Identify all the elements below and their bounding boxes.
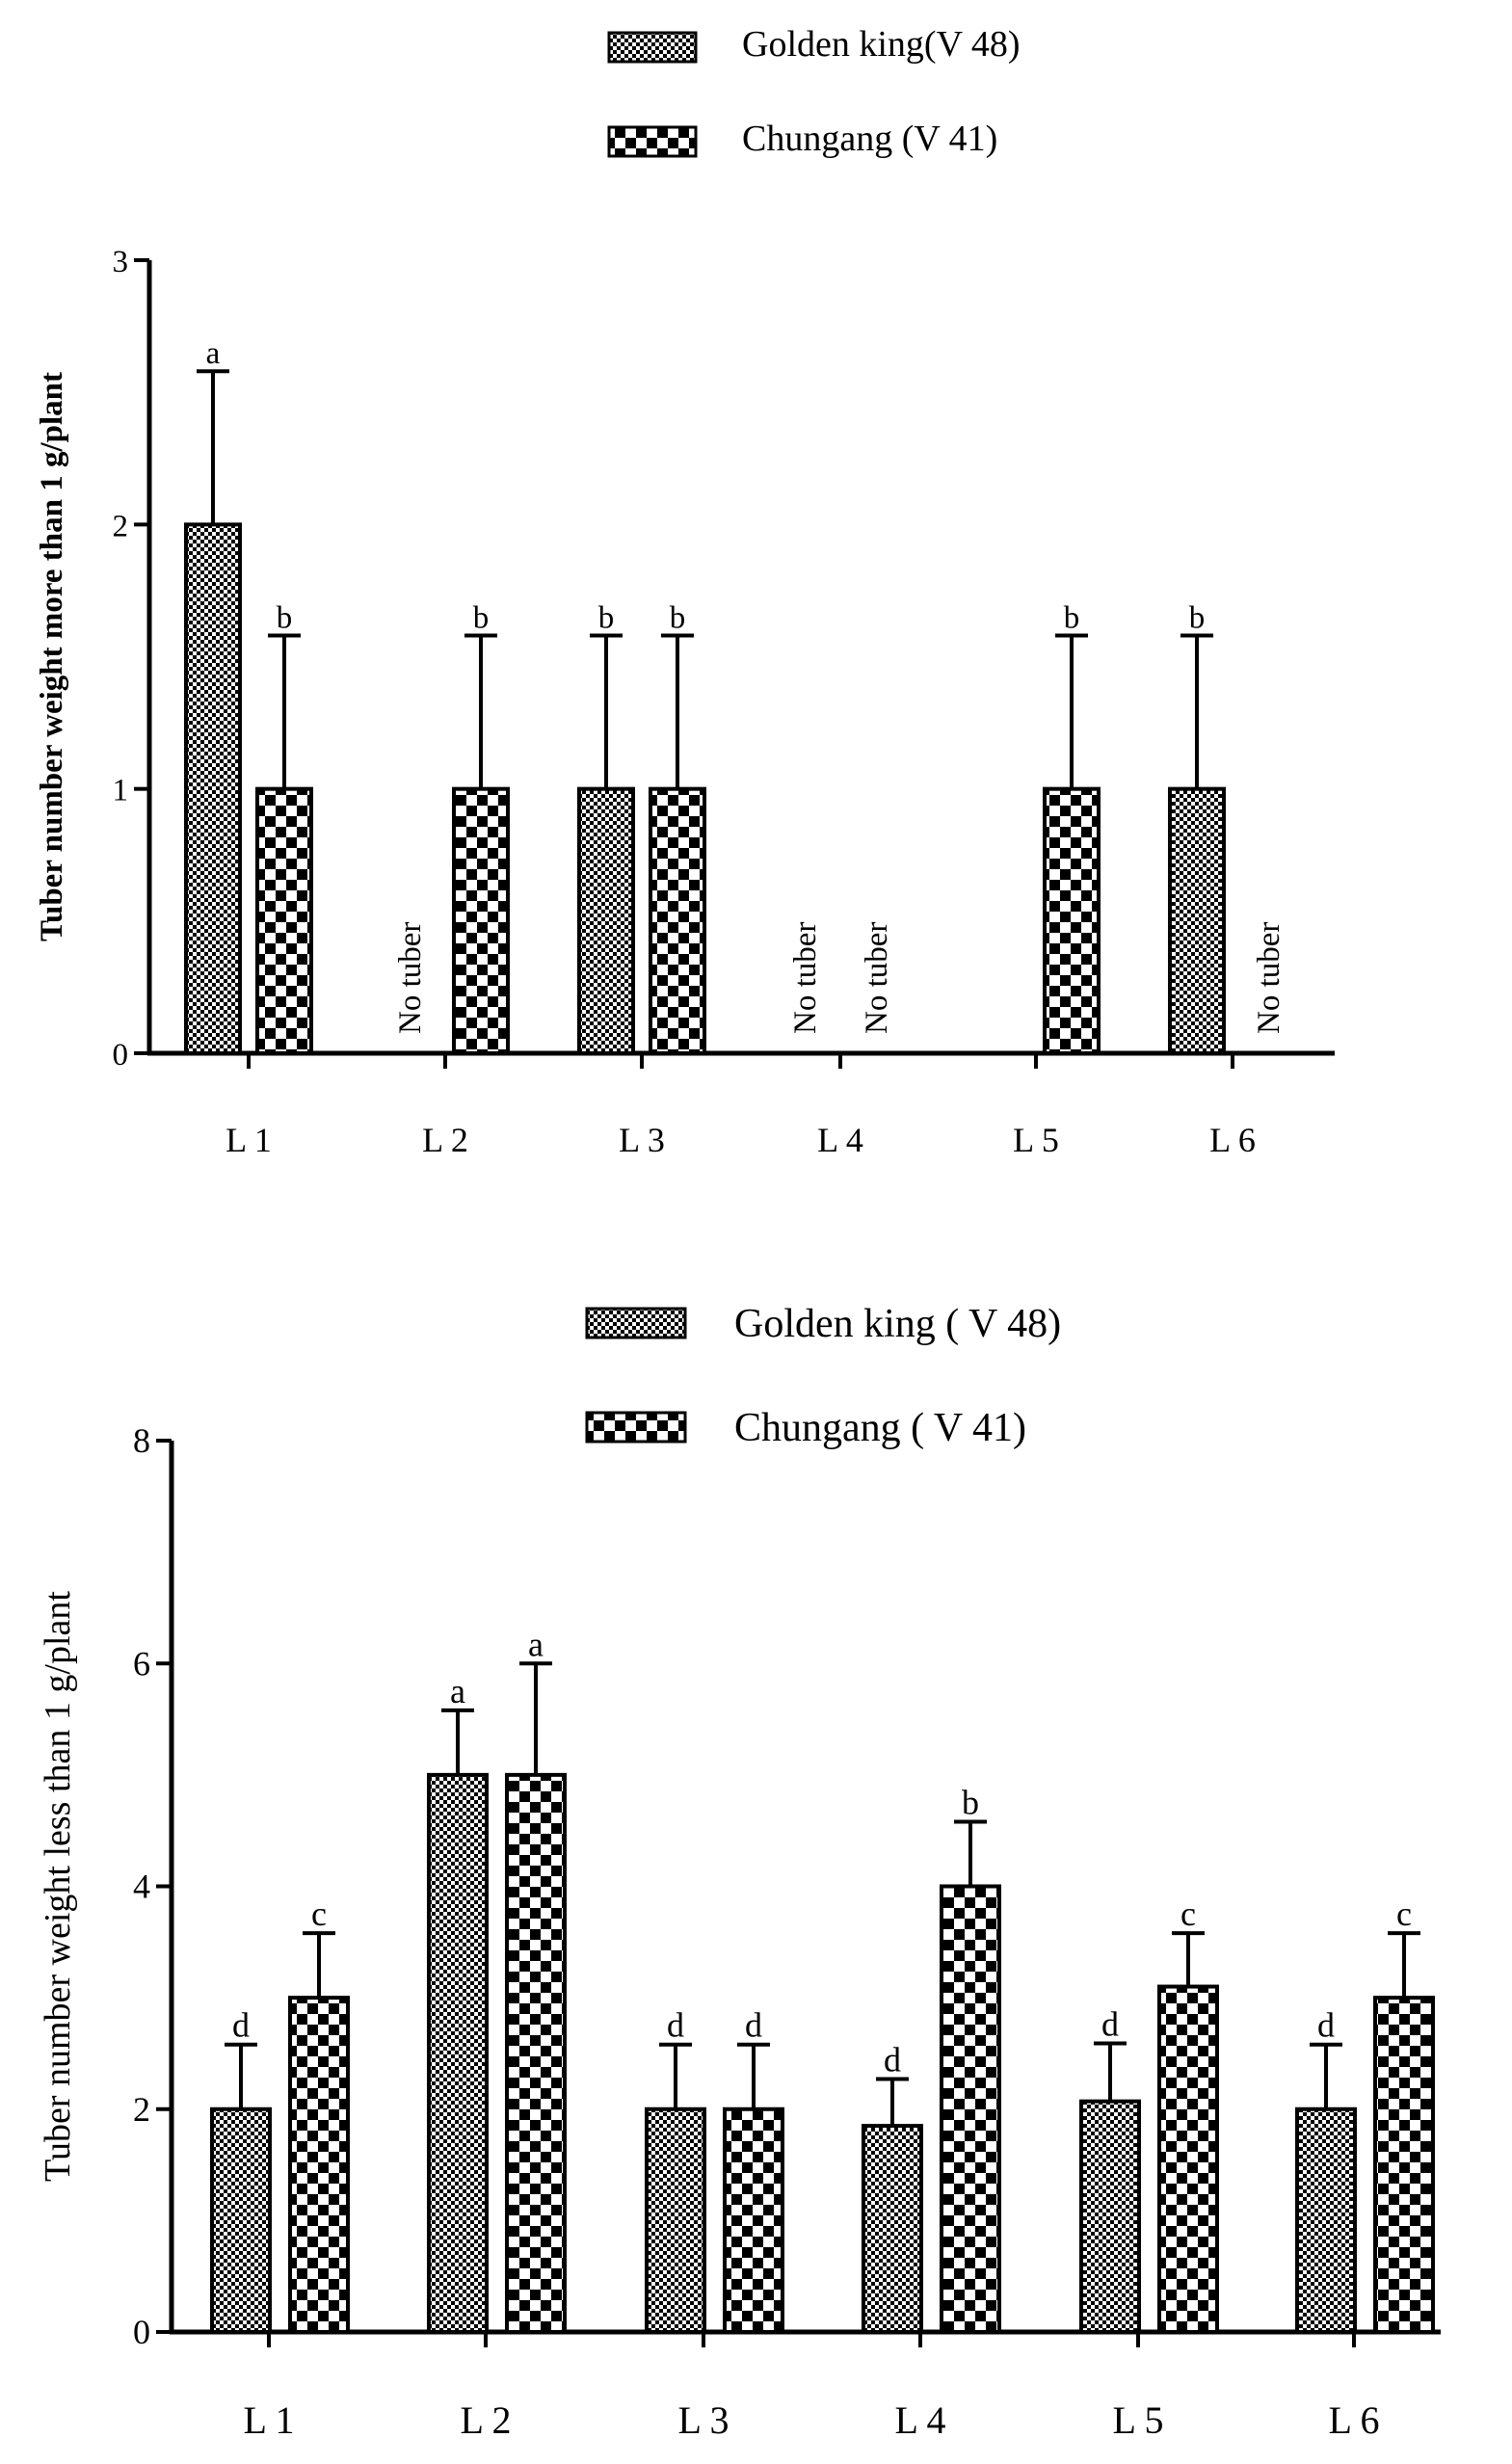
- significance-letter: a: [450, 1672, 465, 1710]
- bar: [577, 786, 635, 1056]
- x-tick-label: L 2: [422, 1121, 468, 1159]
- x-tick-label: L 5: [1113, 2398, 1164, 2442]
- legend-label: Chungang (V 41): [742, 119, 997, 159]
- significance-letter: b: [1064, 601, 1080, 636]
- significance-letter: d: [745, 2006, 762, 2045]
- no-tuber-note: No tuber: [860, 922, 894, 1034]
- x-tick-label: L 4: [895, 2398, 946, 2442]
- x-tick-label: L 5: [1013, 1121, 1059, 1159]
- bar: [1168, 786, 1226, 1056]
- legend-swatch: [607, 125, 698, 158]
- y-tick-label: 2: [113, 509, 129, 543]
- y-tick-label: 3: [113, 245, 129, 279]
- significance-letter: a: [528, 1625, 544, 1663]
- legend-swatch: [585, 1411, 687, 1444]
- y-axis-label: Tuber number weight less than 1 g/plant: [38, 1591, 78, 2182]
- bar: [427, 1772, 489, 2334]
- bar: [862, 2124, 923, 2334]
- bar: [649, 786, 706, 1056]
- bar: [288, 1996, 350, 2334]
- legend-label: Chungang ( V 41): [734, 1406, 1026, 1450]
- significance-letter: b: [473, 601, 490, 636]
- bar: [452, 786, 510, 1056]
- x-tick-label: L 3: [619, 1121, 665, 1159]
- bar: [210, 2106, 272, 2334]
- x-tick-label: L 2: [461, 2398, 512, 2442]
- significance-letter: b: [962, 1783, 979, 1821]
- significance-letter: d: [232, 2006, 250, 2045]
- bar: [723, 2106, 784, 2334]
- x-tick-label: L 1: [244, 2398, 295, 2442]
- y-tick-label: 2: [133, 2090, 150, 2129]
- bar: [255, 786, 313, 1056]
- no-tuber-note: No tuber: [393, 922, 428, 1034]
- significance-letter: c: [1180, 1894, 1196, 1933]
- x-tick-label: L 1: [225, 1121, 272, 1159]
- no-tuber-note: No tuber: [788, 922, 823, 1034]
- legend-swatch: [585, 1307, 687, 1339]
- legend-swatch: [607, 31, 698, 64]
- significance-letter: b: [598, 601, 615, 636]
- significance-letter: d: [667, 2006, 684, 2045]
- significance-letter: b: [277, 601, 293, 636]
- significance-letter: c: [311, 1894, 327, 1933]
- bar: [1043, 786, 1101, 1056]
- significance-letter: d: [884, 2041, 901, 2080]
- bar: [645, 2106, 706, 2334]
- y-tick-label: 4: [133, 1868, 150, 1906]
- chart-top: Golden king(V 48) Chungang (V 41) Tuber nu…: [35, 24, 1335, 1159]
- y-tick-label: 8: [133, 1421, 150, 1460]
- bar: [184, 522, 242, 1055]
- bar: [1157, 1984, 1219, 2334]
- significance-letter: b: [670, 601, 686, 636]
- x-tick-label: L 6: [1209, 1121, 1256, 1159]
- y-axis-label: Tuber number weight more than 1 g/plant: [35, 372, 69, 941]
- significance-letter: b: [1189, 601, 1206, 636]
- y-tick-label: 0: [113, 1038, 129, 1073]
- bar: [1079, 2099, 1141, 2334]
- no-tuber-note: No tuber: [1252, 922, 1287, 1034]
- significance-letter: d: [1101, 2005, 1119, 2044]
- legend-label: Golden king ( V 48): [734, 1302, 1061, 1346]
- x-tick-label: L 6: [1329, 2398, 1380, 2442]
- y-tick-label: 0: [133, 2313, 150, 2351]
- y-tick-label: 6: [133, 1644, 150, 1682]
- legend-label: Golden king(V 48): [742, 24, 1021, 65]
- significance-letter: c: [1396, 1894, 1412, 1933]
- chart-bottom: Golden king ( V 48) Chungang ( V 41) Tuber…: [38, 1302, 1441, 2442]
- significance-letter: a: [206, 336, 221, 371]
- bar: [505, 1772, 567, 2334]
- y-tick-label: 1: [113, 774, 129, 808]
- x-tick-label: L 3: [678, 2398, 729, 2442]
- bar: [1373, 1996, 1435, 2334]
- bar: [940, 1884, 1001, 2334]
- x-tick-label: L 4: [817, 1121, 863, 1159]
- bar: [1295, 2106, 1357, 2334]
- significance-letter: d: [1317, 2006, 1335, 2045]
